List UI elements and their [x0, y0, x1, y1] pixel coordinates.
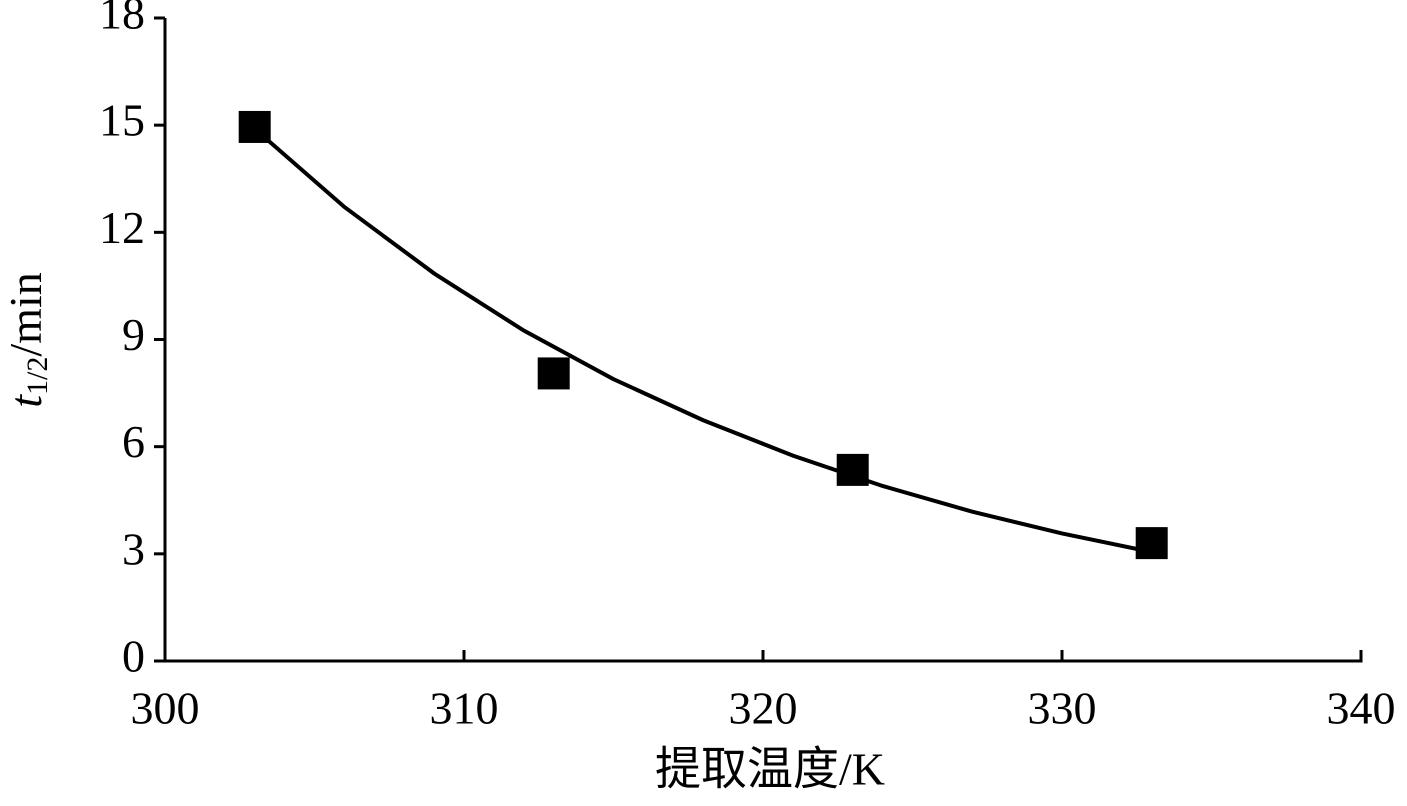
- y-tick-label: 15: [99, 95, 145, 146]
- y-tick-label: 18: [99, 0, 145, 39]
- x-tick-label: 320: [729, 683, 798, 734]
- y-label-subscript: 1/2: [21, 357, 54, 395]
- x-axis-label: 提取温度/K: [655, 744, 885, 795]
- data-point: [1135, 527, 1168, 560]
- y-axis-label: t1/2/min: [0, 272, 54, 407]
- y-tick-label: 3: [122, 523, 145, 574]
- y-tick-label: 6: [122, 416, 145, 467]
- y-label-symbol: t: [0, 394, 51, 408]
- x-tick-label: 330: [1028, 683, 1097, 734]
- x-tick-label: 300: [131, 683, 200, 734]
- y-tick-label: 0: [122, 631, 145, 682]
- x-tick-label: 310: [430, 683, 499, 734]
- fit-curve: [253, 127, 1153, 555]
- y-tick-label: 12: [99, 202, 145, 253]
- y-label-unit: /min: [0, 272, 51, 356]
- y-tick-label: 9: [122, 309, 145, 360]
- data-point: [537, 357, 570, 390]
- x-tick-label: 340: [1327, 683, 1396, 734]
